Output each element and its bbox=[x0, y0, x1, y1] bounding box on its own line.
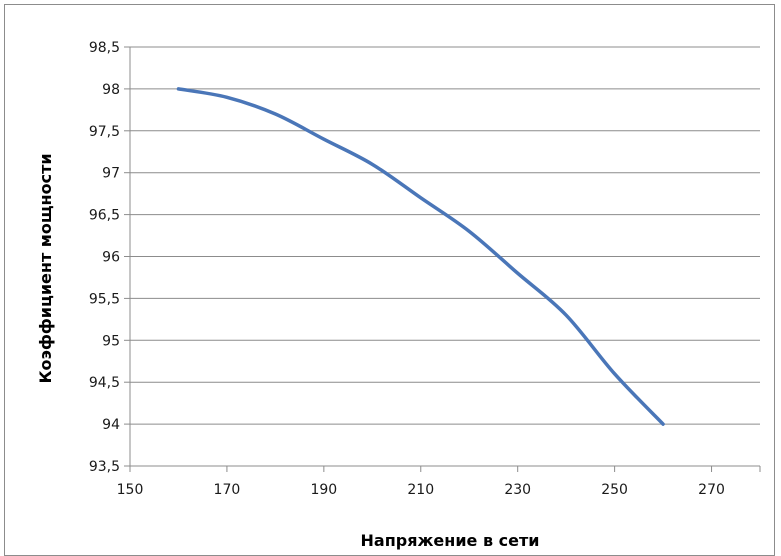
x-tick-label: 170 bbox=[214, 482, 241, 498]
x-tick-label: 190 bbox=[310, 482, 337, 498]
y-axis-title: Коэффициент мощности bbox=[36, 153, 55, 383]
y-tick-label: 94,5 bbox=[89, 375, 120, 391]
y-tick-label: 95,5 bbox=[89, 291, 120, 307]
y-tick-label: 93,5 bbox=[89, 459, 120, 475]
x-tick-label: 230 bbox=[504, 482, 531, 498]
gridlines bbox=[130, 46, 760, 425]
y-tick-label: 98,5 bbox=[89, 40, 120, 56]
y-tick-label: 97,5 bbox=[89, 124, 120, 140]
y-tick-label: 96 bbox=[102, 250, 120, 266]
x-tick-label: 150 bbox=[117, 482, 144, 498]
x-tick-label: 250 bbox=[601, 482, 628, 498]
x-axis-title: Напряжение в сети bbox=[361, 531, 540, 550]
y-tick-labels: 93,5 94 94,5 95 95,5 96 96,5 97 97,5 98 98,5 bbox=[89, 40, 120, 475]
y-tick-label: 97 bbox=[102, 166, 120, 182]
x-tick-label: 270 bbox=[698, 482, 725, 498]
x-tick-labels: 150 170 190 210 230 250 270 bbox=[117, 482, 725, 498]
series-line bbox=[176, 87, 665, 426]
y-tick-label: 98 bbox=[102, 82, 120, 98]
series-layer bbox=[176, 87, 665, 426]
y-tick-label: 94 bbox=[102, 417, 120, 433]
y-tick-label: 95 bbox=[102, 333, 120, 349]
chart-frame bbox=[4, 4, 775, 556]
axes bbox=[124, 46, 761, 472]
x-tick-label: 210 bbox=[407, 482, 434, 498]
y-tick-label: 96,5 bbox=[89, 208, 120, 224]
